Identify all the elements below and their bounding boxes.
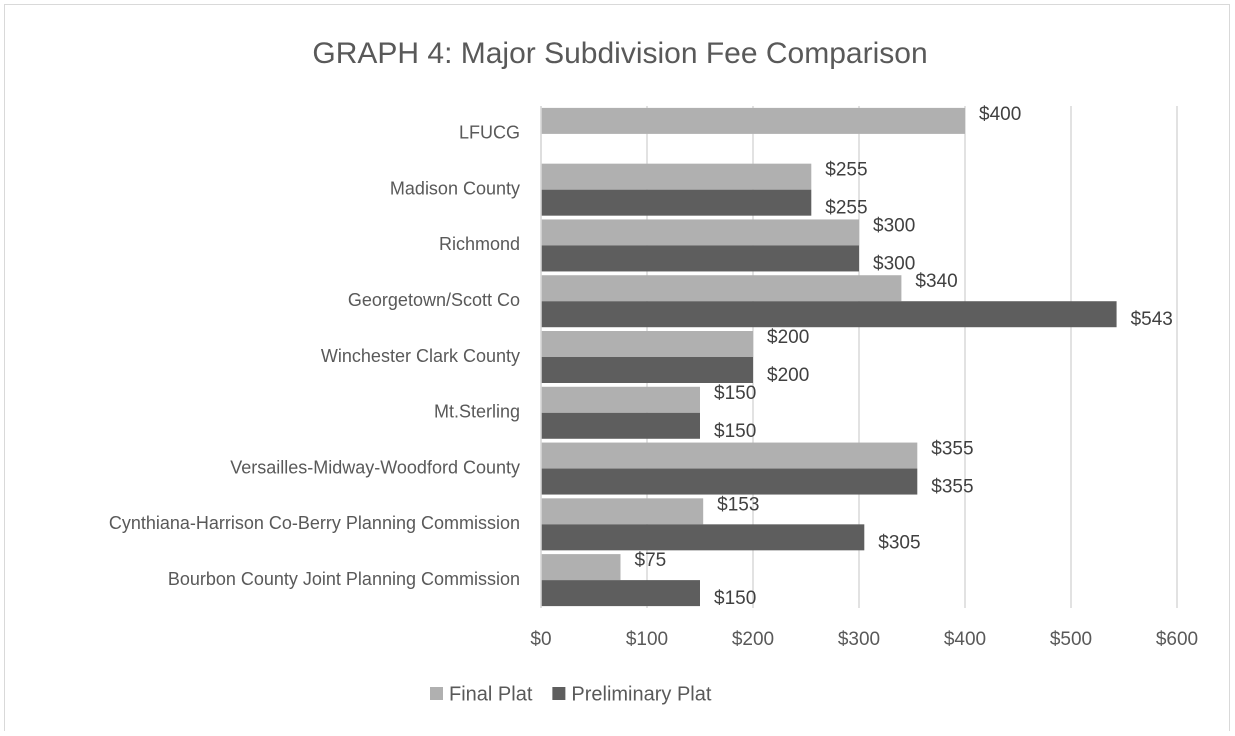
bar [541, 107, 965, 134]
x-tick-label: $300 [838, 629, 880, 650]
y-tick-label: Georgetown/Scott Co [348, 290, 520, 310]
bar [541, 275, 902, 302]
legend-label: Final Plat [449, 683, 533, 705]
data-label: $255 [825, 160, 867, 181]
bar [541, 357, 753, 383]
y-tick-label: Mt.Sterling [434, 402, 520, 422]
legend-label: Preliminary Plat [571, 683, 711, 705]
y-tick-label: Winchester Clark County [321, 346, 520, 366]
y-tick-label: Cynthiana-Harrison Co-Berry Planning Com… [109, 513, 520, 533]
bar [541, 163, 812, 190]
bar [541, 386, 700, 413]
x-tick-label: $200 [732, 629, 774, 650]
data-label: $355 [931, 477, 973, 498]
chart-border [4, 4, 1230, 736]
chart-title: GRAPH 4: Major Subdivision Fee Compariso… [312, 37, 927, 70]
legend-swatch [552, 687, 566, 700]
data-label: $543 [1131, 309, 1173, 330]
data-label: $305 [878, 532, 920, 553]
bar [541, 468, 918, 495]
bar [541, 189, 812, 216]
bar [541, 245, 859, 272]
y-tick-label: Richmond [439, 234, 520, 254]
bar [541, 580, 700, 607]
data-label: $150 [714, 421, 756, 442]
data-label: $300 [873, 253, 915, 274]
x-tick-label: $600 [1156, 629, 1198, 650]
bar [541, 442, 918, 469]
data-label: $150 [714, 383, 756, 404]
data-label: $300 [873, 215, 915, 236]
data-label: $355 [931, 439, 973, 460]
y-tick-label: Madison County [390, 178, 520, 198]
bar [541, 219, 859, 246]
bar [541, 331, 753, 357]
y-tick-label: Versailles-Midway-Woodford County [230, 457, 520, 477]
data-label: $255 [825, 198, 867, 219]
bar [541, 554, 621, 581]
data-label: $150 [714, 588, 756, 609]
x-tick-label: $400 [944, 629, 986, 650]
legend-swatch [430, 687, 443, 700]
data-label: $200 [767, 327, 809, 348]
data-label: $340 [915, 271, 957, 292]
x-tick-label: $100 [626, 629, 668, 650]
data-label: $200 [767, 365, 809, 386]
bar [541, 301, 1117, 328]
data-label: $75 [635, 550, 667, 571]
bar [541, 412, 700, 439]
y-tick-label: Bourbon County Joint Planning Commission [168, 569, 520, 589]
data-label: $400 [979, 104, 1021, 125]
bar [541, 524, 865, 551]
x-tick-label: $0 [530, 629, 551, 650]
x-tick-label: $500 [1050, 629, 1092, 650]
data-label: $153 [717, 494, 759, 515]
y-tick-label: LFUCG [459, 123, 520, 143]
bar [541, 498, 704, 525]
